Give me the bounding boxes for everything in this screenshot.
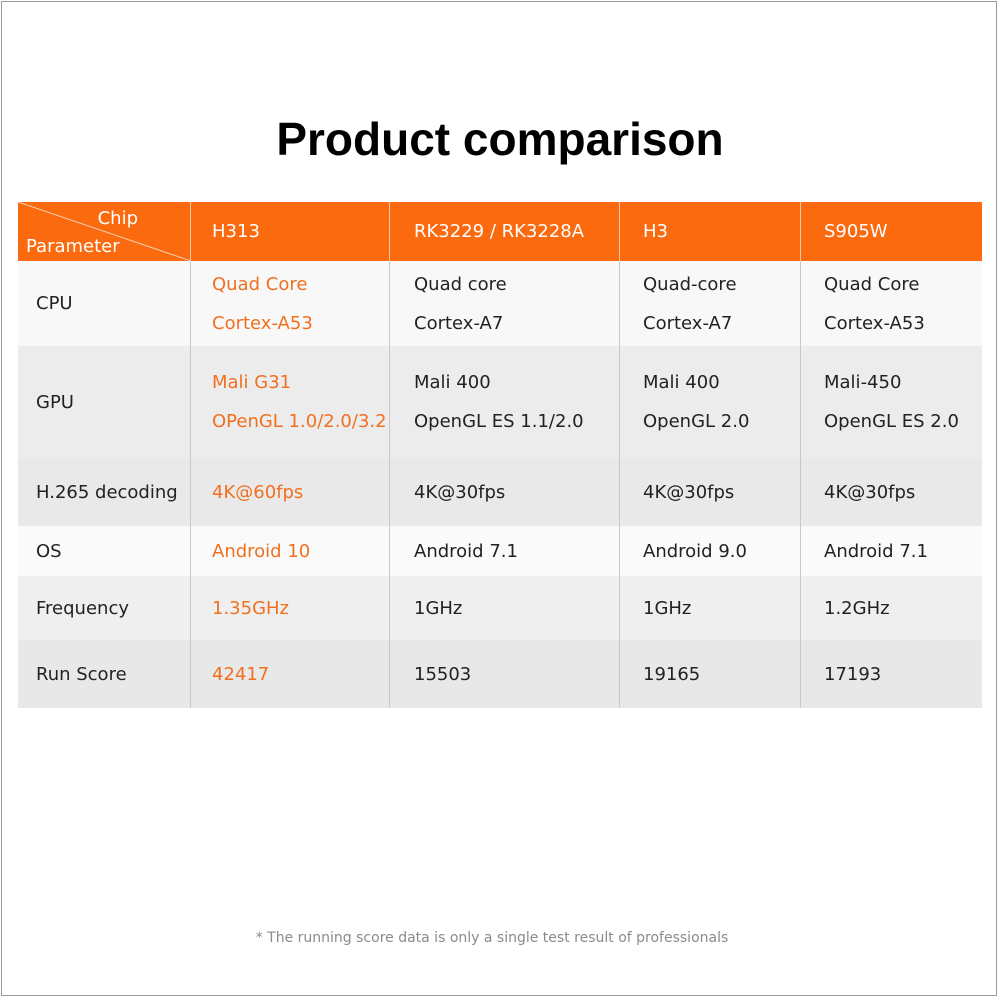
table-row: Frequency 1.35GHz 1GHz 1GHz 1.2GHz [18,576,982,640]
cell-value: 1GHz [414,597,463,619]
corner-chip-label: Chip [97,208,138,229]
row-label: Run Score [18,640,191,708]
cell-value: OPenGL 1.0/2.0/3.2 [212,411,387,432]
page-title: Product comparison [276,113,724,165]
table-cell: Quad core Cortex-A7 [390,261,620,346]
cell-value: 4K@60fps [212,481,304,503]
table-cell: Quad-core Cortex-A7 [620,261,801,346]
cell-value: Mali G31 [212,372,292,393]
row-label: GPU [18,346,191,458]
corner-header-cell: Chip Parameter [18,202,191,261]
column-header: H3 [620,202,801,261]
diagonal-divider [18,202,191,261]
cell-value: 4K@30fps [824,481,916,503]
row-label-text: Frequency [36,597,129,619]
table-cell: 17193 [801,640,982,708]
cell-value: 1GHz [643,597,692,619]
cell-value: 1.35GHz [212,597,290,619]
cell-value: 42417 [212,663,270,685]
table-header-row: Chip Parameter H313 RK3229 / RK3228A H3 … [18,202,982,261]
cell-value: Cortex-A7 [414,312,504,334]
row-label-text: H.265 decoding [36,481,178,503]
table-cell: Quad Core Cortex-A53 [191,261,390,346]
cell-value: Mali 400 [414,372,491,393]
table-cell: Mali-450 OpenGL ES 2.0 [801,346,982,458]
table-cell: 4K@30fps [801,458,982,526]
row-label: H.265 decoding [18,458,191,526]
cell-value: 1.2GHz [824,597,890,619]
table-cell: 4K@30fps [390,458,620,526]
table-row: OS Android 10 Android 7.1 Android 9.0 Androi… [18,526,982,576]
cell-value: 4K@30fps [643,481,735,503]
table-cell: Mali G31 OPenGL 1.0/2.0/3.2 [191,346,390,458]
table-cell: Android 9.0 [620,526,801,576]
table-cell: 42417 [191,640,390,708]
cell-value: Cortex-A53 [212,312,313,334]
cell-value: OpenGL 2.0 [643,411,750,432]
table-cell: 19165 [620,640,801,708]
cell-value: Cortex-A53 [824,312,925,334]
table-cell: 4K@60fps [191,458,390,526]
cell-value: Quad Core [212,273,308,295]
column-header: RK3229 / RK3228A [390,202,620,261]
cell-value: Mali 400 [643,372,720,393]
column-header: H313 [191,202,390,261]
cell-value: Quad Core [824,273,920,295]
table-row: CPU Quad Core Cortex-A53 Quad core Cortex-A7… [18,261,982,346]
cell-value: 17193 [824,663,882,685]
corner-parameter-label: Parameter [26,236,120,257]
cell-value: Android 7.1 [414,540,518,562]
cell-value: 4K@30fps [414,481,506,503]
table-cell: Android 7.1 [801,526,982,576]
cell-value: 15503 [414,663,472,685]
table-cell: 1GHz [620,576,801,640]
table-row: Run Score 42417 15503 19165 17193 [18,640,982,708]
table-row: GPU Mali G31 OPenGL 1.0/2.0/3.2 Mali 400 Ope… [18,346,982,458]
table-cell: 1.2GHz [801,576,982,640]
cell-value: OpenGL ES 1.1/2.0 [414,411,584,432]
cell-value: 19165 [643,663,701,685]
cell-value: Cortex-A7 [643,312,733,334]
table-cell: 4K@30fps [620,458,801,526]
cell-value: Android 9.0 [643,540,747,562]
row-label-text: OS [36,540,62,562]
row-label: CPU [18,261,191,346]
table-row: H.265 decoding 4K@60fps 4K@30fps 4K@30fps 4K… [18,458,982,526]
table-cell: Android 10 [191,526,390,576]
cell-value: Android 10 [212,540,311,562]
cell-value: Quad core [414,273,507,295]
row-label: Frequency [18,576,191,640]
footnote: * The running score data is only a singl… [255,930,729,946]
row-label-text: GPU [36,391,74,413]
cell-value: OpenGL ES 2.0 [824,411,959,432]
table-cell: 1GHz [390,576,620,640]
table-cell: Mali 400 OpenGL ES 1.1/2.0 [390,346,620,458]
table-cell: Quad Core Cortex-A53 [801,261,982,346]
table-cell: Android 7.1 [390,526,620,576]
table-cell: 1.35GHz [191,576,390,640]
cell-value: Mali-450 [824,372,902,393]
table-cell: 15503 [390,640,620,708]
table-cell: Mali 400 OpenGL 2.0 [620,346,801,458]
column-header: S905W [824,221,888,242]
comparison-table: Chip Parameter H313 RK3229 / RK3228A H3 … [18,202,982,708]
cell-value: Android 7.1 [824,540,928,562]
row-label: OS [18,526,191,576]
row-label-text: CPU [36,293,73,314]
cell-value: Quad-core [643,273,737,295]
row-label-text: Run Score [36,663,127,685]
